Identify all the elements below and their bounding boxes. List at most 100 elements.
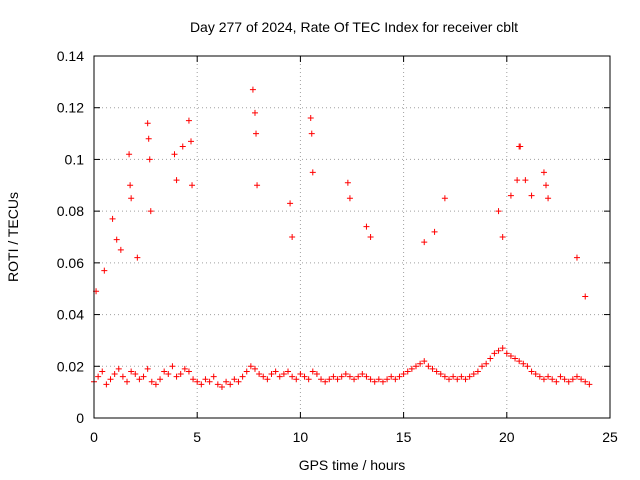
- data-point: [119, 373, 126, 380]
- data-point: [330, 373, 337, 380]
- y-tick-label: 0.04: [57, 307, 84, 323]
- data-point: [206, 378, 213, 385]
- data-point: [260, 373, 267, 380]
- data-point: [264, 376, 271, 383]
- data-point: [334, 376, 341, 383]
- data-point: [134, 254, 141, 261]
- data-point: [218, 383, 225, 390]
- data-point: [520, 360, 527, 367]
- data-point: [524, 363, 531, 370]
- y-tick-label: 0.08: [57, 203, 84, 219]
- data-point: [117, 246, 124, 253]
- y-axis-label: ROTI / TECUs: [5, 192, 21, 282]
- data-point: [499, 234, 506, 240]
- data-point: [487, 355, 494, 362]
- data-point: [342, 371, 349, 378]
- data-point: [308, 130, 315, 137]
- data-point: [202, 376, 209, 383]
- data-point: [301, 373, 308, 380]
- data-point: [441, 373, 448, 380]
- x-tick-labels: 0 5 10 15 20 25: [90, 429, 618, 445]
- data-point: [126, 151, 133, 158]
- data-point: [145, 135, 152, 142]
- data-point: [379, 378, 386, 385]
- data-point: [109, 215, 116, 222]
- x-tick-label: 5: [193, 429, 201, 445]
- data-point: [569, 376, 576, 383]
- data-point: [173, 373, 180, 380]
- data-point: [157, 376, 164, 383]
- data-point: [446, 376, 453, 383]
- data-point: [103, 381, 110, 388]
- data-point: [429, 365, 436, 372]
- x-tick-label: 20: [499, 429, 515, 445]
- data-point: [351, 376, 358, 383]
- data-point: [384, 376, 391, 383]
- data-point: [101, 267, 108, 274]
- data-point: [144, 120, 151, 127]
- data-point: [543, 182, 550, 189]
- data-point: [256, 371, 263, 378]
- data-point: [185, 368, 192, 375]
- data-point: [532, 371, 539, 378]
- data-point: [276, 373, 283, 380]
- x-tick-label: 25: [602, 429, 618, 445]
- data-point: [359, 371, 366, 378]
- data-point: [458, 373, 465, 380]
- x-tick-label: 15: [396, 429, 412, 445]
- data-point: [223, 378, 230, 385]
- data-point: [578, 376, 585, 383]
- data-point: [573, 373, 580, 380]
- data-point: [375, 376, 382, 383]
- data-point: [582, 378, 589, 385]
- data-point: [400, 371, 407, 378]
- data-point: [507, 192, 514, 199]
- y-tick-labels: 0 0.02 0.04 0.06 0.08 0.1 0.12 0.14: [57, 48, 84, 426]
- data-point: [318, 376, 325, 383]
- data-point: [272, 368, 279, 375]
- y-tick-label: 0.14: [57, 48, 84, 64]
- data-point: [177, 371, 184, 378]
- data-point: [573, 254, 580, 261]
- data-point: [355, 373, 362, 380]
- data-point: [507, 352, 514, 359]
- data-point: [289, 373, 296, 380]
- data-point: [95, 373, 102, 380]
- data-point: [194, 378, 201, 385]
- data-point: [189, 182, 196, 189]
- data-point: [251, 109, 258, 116]
- data-point: [115, 365, 122, 372]
- data-point: [586, 381, 593, 388]
- data-point: [289, 234, 296, 240]
- data-point: [179, 143, 186, 150]
- data-point: [404, 368, 411, 375]
- data-point: [346, 373, 353, 380]
- data-point: [517, 143, 524, 150]
- data-point: [210, 373, 217, 380]
- data-points: [91, 86, 593, 390]
- data-point: [392, 376, 399, 383]
- data-point: [147, 208, 154, 215]
- data-point: [188, 138, 195, 145]
- data-point: [437, 371, 444, 378]
- data-point: [557, 373, 564, 380]
- data-point: [287, 200, 294, 207]
- data-point: [421, 358, 428, 365]
- data-point: [565, 378, 572, 385]
- data-point: [491, 350, 498, 357]
- data-point: [483, 360, 490, 367]
- data-point: [367, 376, 374, 383]
- data-point: [441, 195, 448, 202]
- y-tick-label: 0: [76, 410, 84, 426]
- data-point: [462, 376, 469, 383]
- data-point: [140, 373, 147, 380]
- data-point: [128, 368, 135, 375]
- data-point: [499, 345, 506, 352]
- data-point: [549, 376, 556, 383]
- data-point: [346, 195, 353, 202]
- plot-frame: [93, 55, 611, 419]
- data-point: [495, 347, 502, 354]
- data-point: [503, 350, 510, 357]
- axis-ticks: [93, 55, 611, 419]
